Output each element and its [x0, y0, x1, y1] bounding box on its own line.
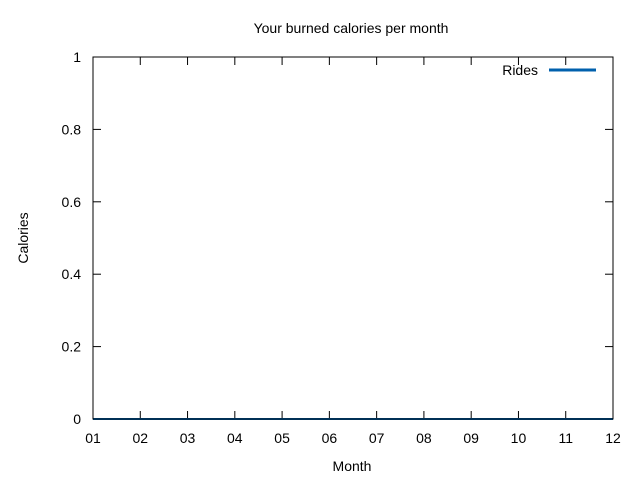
x-tick-label: 05: [274, 430, 290, 446]
legend: Rides: [502, 62, 596, 78]
x-tick-label: 10: [511, 430, 527, 446]
x-tick-label: 09: [463, 430, 479, 446]
y-tick-label: 0.6: [62, 194, 82, 210]
x-tick-label: 03: [180, 430, 196, 446]
y-tick-label: 0: [73, 411, 81, 427]
axis-tick-labels: 0 0.2 0.4 0.6 0.8 1 01 02 03 04 05 06 07 08 09 10 11 12: [62, 49, 621, 446]
x-tick-label: 11: [558, 430, 573, 446]
y-axis-label: Calories: [15, 212, 31, 263]
x-axis-label: Month: [333, 458, 372, 474]
y-tick-label: 0.4: [62, 266, 82, 282]
legend-label-rides: Rides: [502, 62, 538, 78]
axis-ticks: [92, 56, 614, 420]
y-tick-label: 1: [73, 49, 81, 65]
x-tick-label: 12: [605, 430, 621, 446]
plot-area-border: [92, 56, 614, 420]
x-tick-label: 04: [227, 430, 243, 446]
x-tick-label: 08: [416, 430, 432, 446]
chart-title: Your burned calories per month: [254, 20, 449, 36]
y-tick-label: 0.2: [62, 339, 82, 355]
x-tick-label: 01: [85, 430, 101, 446]
x-tick-label: 02: [132, 430, 148, 446]
x-tick-label: 06: [322, 430, 338, 446]
x-tick-label: 07: [369, 430, 385, 446]
y-tick-label: 0.8: [62, 121, 82, 137]
